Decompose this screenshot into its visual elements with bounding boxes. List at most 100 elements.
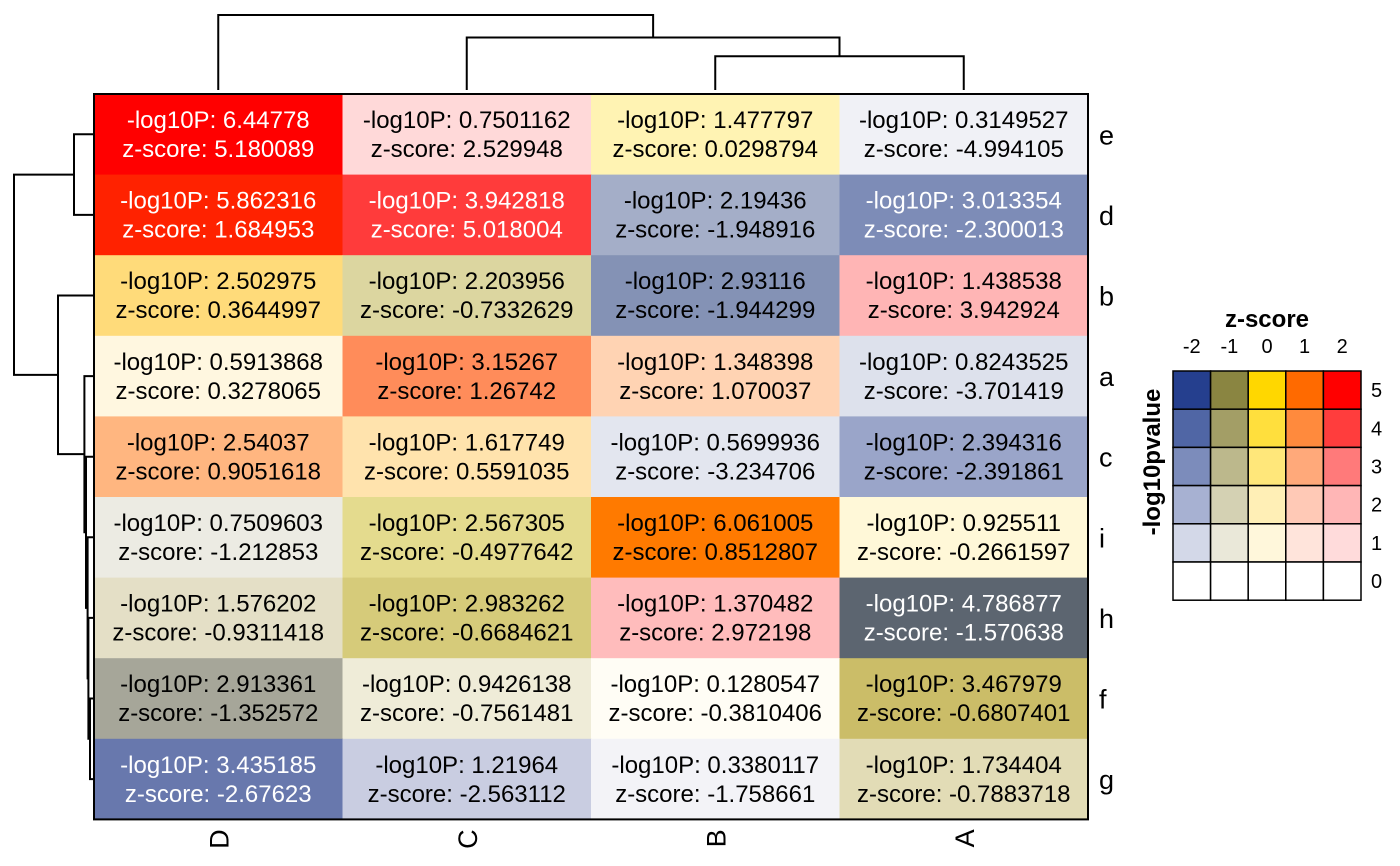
row-label: f: [1099, 685, 1107, 715]
cell-fill: [839, 94, 1089, 176]
cell-fill: [94, 174, 344, 256]
cell-pvalue-label: -log10P: 3.15267: [375, 349, 558, 376]
cell-zscore-label: z-score: -0.4977642: [360, 539, 573, 566]
row-label: e: [1099, 120, 1114, 150]
cell-zscore-label: z-score: -2.67623: [125, 781, 312, 808]
legend-swatch: [1322, 484, 1362, 525]
legend-swatch: [1209, 523, 1249, 563]
legend-y-tick: 1: [1371, 533, 1382, 555]
legend-swatch: [1285, 484, 1325, 525]
legend-swatch: [1209, 446, 1249, 487]
legend-x-title: z-score: [1225, 306, 1309, 333]
cell-pvalue-label: -log10P: 2.983262: [369, 591, 565, 618]
row-label: b: [1099, 282, 1114, 312]
column-label: D: [204, 829, 234, 849]
cell-zscore-label: z-score: -0.7561481: [360, 700, 573, 727]
cell-zscore-label: z-score: -2.563112: [368, 781, 566, 808]
cell-fill: [342, 658, 592, 740]
cell-zscore-label: z-score: 5.018004: [371, 217, 563, 244]
legend-y-title: -log10pvalue: [1139, 389, 1166, 536]
cell-zscore-label: z-score: -4.994105: [864, 136, 1064, 163]
cell-zscore-label: z-score: -1.944299: [615, 297, 815, 324]
cell-pvalue-label: -log10P: 1.438538: [866, 268, 1062, 295]
cell-pvalue-label: -log10P: 2.93116: [625, 268, 806, 295]
cell-zscore-label: z-score: -3.234706: [615, 458, 815, 485]
cell-zscore-label: z-score: -2.300013: [864, 217, 1064, 244]
legend-swatch: [1285, 446, 1325, 487]
cell-fill: [591, 416, 841, 498]
cell-fill: [839, 738, 1089, 820]
legend-x-tick: -1: [1221, 336, 1239, 358]
legend-x-tick: -2: [1183, 336, 1201, 358]
legend-swatch: [1322, 370, 1362, 410]
cell-pvalue-label: -log10P: 1.477797: [617, 107, 813, 134]
cell-fill: [94, 255, 344, 337]
cell-zscore-label: z-score: 2.972198: [619, 620, 811, 647]
cell-pvalue-label: -log10P: 0.3380117: [611, 752, 819, 779]
cell-pvalue-label: -log10P: 3.013354: [866, 188, 1062, 215]
legend-swatch: [1285, 408, 1325, 449]
cell-fill: [94, 94, 344, 176]
cell-pvalue-label: -log10P: 0.7509603: [113, 510, 323, 537]
cell-zscore-label: z-score: -0.2661597: [857, 539, 1070, 566]
cell-zscore-label: z-score: -1.570638: [864, 620, 1064, 647]
cell-fill: [591, 497, 841, 579]
legend-swatch: [1172, 484, 1212, 525]
cell-zscore-label: z-score: -0.7332629: [360, 297, 573, 324]
cell-zscore-label: z-score: 0.0298794: [613, 136, 818, 163]
row-labels: e d b a c i h f g: [1099, 120, 1115, 795]
cell-pvalue-label: -log10P: 1.21964: [375, 752, 558, 779]
legend-swatch: [1172, 370, 1212, 410]
cell-fill: [591, 335, 841, 417]
cell-fill: [839, 577, 1089, 659]
column-dendrogram: [217, 14, 965, 90]
cell-fill: [839, 416, 1089, 498]
legend-y-tick: 0: [1371, 571, 1382, 593]
cell-pvalue-label: -log10P: 1.370482: [617, 591, 813, 618]
legend-swatch: [1209, 561, 1249, 601]
cell-pvalue-label: -log10P: 2.394316: [866, 429, 1062, 456]
legend-swatch: [1247, 446, 1287, 487]
legend-swatch: [1322, 446, 1362, 487]
cell-fill: [342, 174, 592, 256]
row-label: c: [1099, 443, 1113, 473]
cell-zscore-label: z-score: 0.3278065: [116, 378, 321, 405]
cell-pvalue-label: -log10P: 2.567305: [369, 510, 565, 537]
cell-pvalue-label: -log10P: 0.925511: [867, 510, 1061, 537]
legend-swatch: [1209, 484, 1249, 525]
legend-x-ticks: -2 -1 0 1 2: [1183, 336, 1348, 358]
cell-zscore-label: z-score: -0.3810406: [609, 700, 822, 727]
dendrogram-branch: [714, 55, 965, 90]
column-label: A: [950, 829, 980, 847]
cell-fill: [839, 255, 1089, 337]
cell-fill: [839, 497, 1089, 579]
cell-fill: [591, 738, 841, 820]
cell-pvalue-label: -log10P: 0.7501162: [363, 107, 571, 134]
cell-pvalue-label: -log10P: 2.54037: [127, 429, 310, 456]
legend-swatch: [1172, 408, 1212, 449]
cell-zscore-label: z-score: -0.6684621: [360, 620, 573, 647]
